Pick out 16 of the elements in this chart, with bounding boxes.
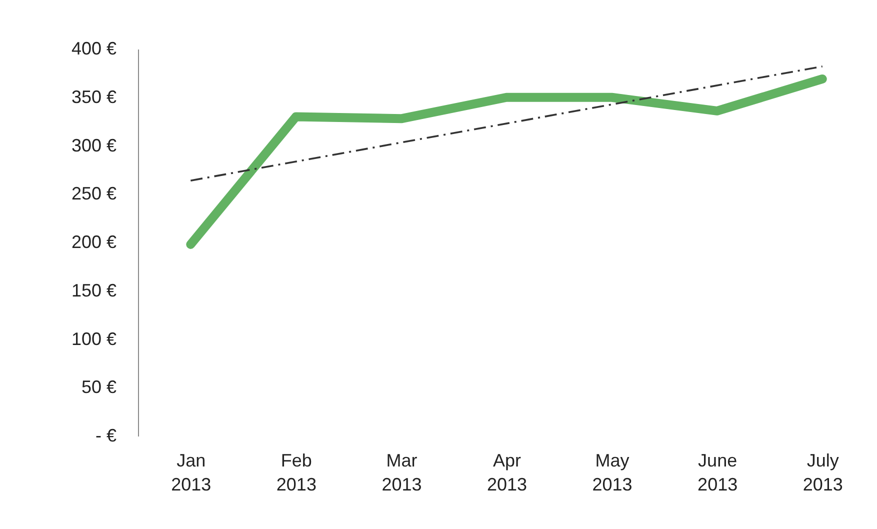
y-tick-label: 200 € [71, 232, 116, 252]
y-tick-label: 100 € [71, 328, 116, 349]
y-tick-label: 150 € [71, 280, 116, 300]
y-tick-label: 50 € [81, 377, 116, 398]
x-tick-label: Feb 2013 [276, 450, 316, 494]
x-tick-label: Apr 2013 [486, 450, 528, 494]
y-tick-label: 400 € [71, 38, 116, 58]
x-tick-label: May 2013 [592, 450, 632, 494]
x-tick-label: Jan 2013 [171, 450, 212, 494]
x-tick-label: July 2013 [802, 450, 843, 494]
y-tick-label: 300 € [71, 135, 116, 156]
x-tick-label: June 2013 [698, 450, 738, 494]
y-tick-label: 350 € [71, 86, 116, 107]
x-tick-label: Mar 2013 [382, 450, 422, 494]
y-tick-label: - € [95, 426, 116, 446]
y-tick-label: 250 € [71, 184, 116, 204]
